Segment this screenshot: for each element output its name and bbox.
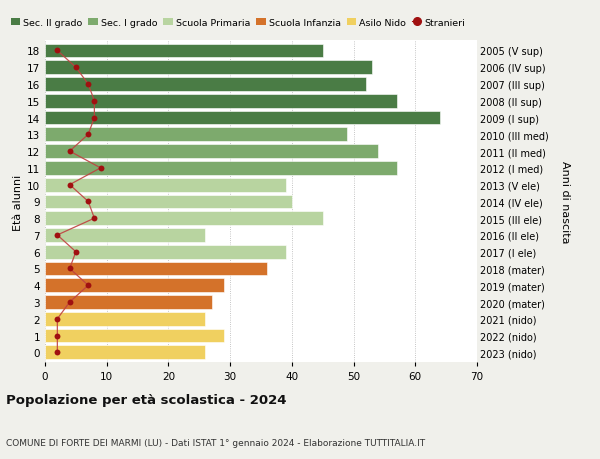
Text: COMUNE DI FORTE DEI MARMI (LU) - Dati ISTAT 1° gennaio 2024 - Elaborazione TUTTI: COMUNE DI FORTE DEI MARMI (LU) - Dati IS… <box>6 438 425 448</box>
Bar <box>45 128 347 142</box>
Point <box>65 148 74 156</box>
Point <box>96 165 106 172</box>
Point <box>53 315 62 323</box>
Bar <box>45 145 378 159</box>
Point <box>83 81 93 89</box>
Bar <box>45 45 323 58</box>
Point <box>53 332 62 340</box>
Point <box>89 115 99 122</box>
Bar <box>45 78 366 92</box>
Bar <box>45 346 205 359</box>
Point <box>89 98 99 105</box>
Point <box>83 282 93 289</box>
Point <box>53 349 62 356</box>
Bar <box>45 195 292 209</box>
Point <box>71 248 80 256</box>
Bar <box>45 61 372 75</box>
Legend: Sec. II grado, Sec. I grado, Scuola Primaria, Scuola Infanzia, Asilo Nido, Stran: Sec. II grado, Sec. I grado, Scuola Prim… <box>11 18 466 28</box>
Text: Popolazione per età scolastica - 2024: Popolazione per età scolastica - 2024 <box>6 393 287 406</box>
Point <box>83 131 93 139</box>
Bar <box>45 296 212 309</box>
Point <box>65 265 74 273</box>
Bar <box>45 179 286 192</box>
Point <box>71 64 80 72</box>
Y-axis label: Età alunni: Età alunni <box>13 174 23 230</box>
Bar <box>45 95 397 108</box>
Bar <box>45 279 224 292</box>
Point <box>53 48 62 55</box>
Point <box>83 198 93 206</box>
Point <box>89 215 99 222</box>
Bar <box>45 262 267 276</box>
Bar <box>45 245 286 259</box>
Point <box>65 299 74 306</box>
Y-axis label: Anni di nascita: Anni di nascita <box>560 161 569 243</box>
Bar <box>45 229 205 242</box>
Point <box>53 232 62 239</box>
Bar <box>45 212 323 225</box>
Bar <box>45 329 224 343</box>
Bar <box>45 162 397 175</box>
Point <box>65 182 74 189</box>
Bar <box>45 312 205 326</box>
Bar <box>45 112 440 125</box>
